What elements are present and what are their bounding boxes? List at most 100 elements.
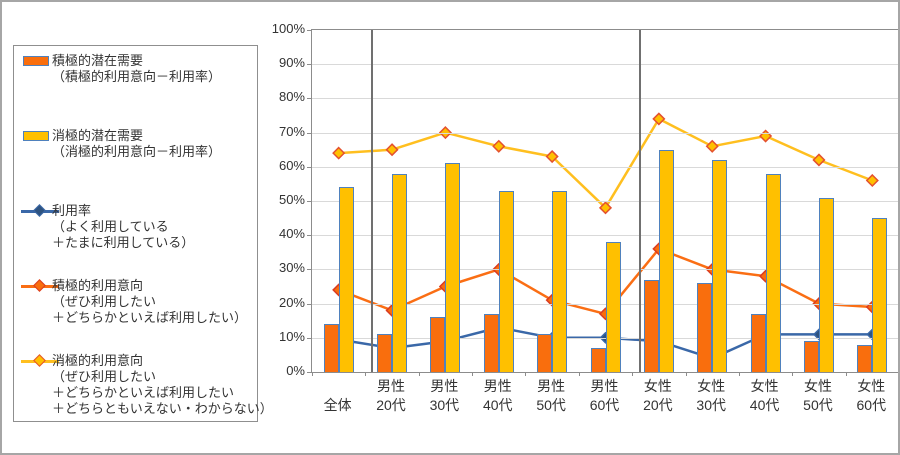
marker-passive-intent-7 — [705, 139, 719, 153]
line-marker-icon — [21, 353, 59, 369]
x-label-line2-4: 50代 — [536, 397, 566, 413]
x-label-line1-2: 男性 — [430, 378, 459, 394]
x-tick-10 — [845, 372, 847, 376]
bar-passive-latent-demand-9 — [818, 197, 834, 372]
y-tick-50% — [307, 201, 312, 202]
marker-passive-intent-5 — [598, 201, 613, 215]
marker-passive-intent-1 — [385, 143, 399, 157]
x-label-line2-5: 60代 — [589, 397, 620, 413]
bar-passive-latent-demand-10 — [872, 218, 888, 372]
legend-diamond-marker — [33, 203, 46, 217]
y-tick-60% — [307, 166, 312, 168]
bar-passive-latent-demand-5 — [605, 242, 621, 372]
legend-item-text-3: 積極的利用意向 （ぜひ利用したい ＋どちらかといえば利用したい） — [52, 278, 247, 326]
y-axis-label-40%: 40% — [278, 226, 305, 242]
line-marker-icon — [21, 278, 59, 294]
y-axis-label-20%: 20% — [278, 294, 305, 310]
legend-text-line-2-1: （よく利用している — [52, 219, 169, 234]
x-label-line2-7: 30代 — [696, 397, 726, 413]
marker-passive-intent-0 — [332, 146, 346, 160]
x-label-line2-1: 20代 — [376, 397, 406, 413]
x-label-line2-0: 全体 — [323, 397, 352, 413]
bar-passive-latent-demand-4 — [552, 190, 568, 372]
legend-text-line-0-1: （積極的利用意向－利用率） — [52, 69, 222, 84]
x-label-line2-3: 40代 — [482, 397, 513, 413]
y-tick-40% — [307, 235, 312, 237]
x-tick-8 — [738, 372, 740, 376]
bar-active-latent-demand-7 — [697, 283, 713, 372]
x-tick-3 — [472, 372, 474, 376]
x-tick-9 — [792, 372, 794, 376]
legend-item-text-2: 利用率 （よく利用している ＋たまに利用している） — [52, 203, 194, 251]
x-category-label-8: 女性 40代 — [725, 377, 805, 415]
legend-text-line-4-2: ＋どちらかといえば利用したい — [52, 385, 235, 400]
y-tick-10% — [307, 337, 312, 339]
bar-active-latent-demand-9 — [803, 341, 819, 372]
y-tick-30% — [307, 269, 312, 271]
bar-passive-latent-demand-3 — [498, 190, 514, 372]
legend-text-line-2-2: ＋たまに利用している） — [52, 235, 195, 250]
bar-passive-latent-demand-7 — [712, 159, 728, 372]
x-category-label-4: 男性 50代 — [511, 377, 591, 415]
x-category-label-5: 男性 60代 — [565, 377, 645, 415]
gridline-20% — [312, 303, 898, 305]
plot-area — [307, 29, 898, 376]
x-label-line2-10: 60代 — [856, 397, 887, 413]
x-label-line1-1: 男性 — [377, 378, 406, 394]
y-axis-label-60%: 60% — [278, 157, 305, 173]
x-tick-2 — [418, 372, 420, 376]
y-axis-label-50%: 50% — [278, 192, 305, 207]
bar-active-latent-demand-3 — [483, 313, 499, 372]
x-label-line1-4: 男性 — [537, 378, 566, 394]
bar-active-latent-demand-4 — [537, 334, 553, 372]
chart-legend: 積極的潜在需要 （積極的利用意向－利用率） 消極的潜在需要 （消極的利用意向－利用率）… — [13, 45, 273, 422]
x-label-line1-5: 男性 — [590, 378, 619, 394]
x-label-line1-7: 女性 — [697, 378, 726, 394]
bar-swatch-icon — [21, 53, 59, 69]
marker-passive-intent-3 — [492, 139, 506, 153]
bar-active-latent-demand-6 — [643, 279, 659, 372]
legend-text-line-4-0: 消極的利用意向 — [52, 353, 144, 368]
marker-passive-intent-4 — [545, 149, 559, 164]
bar-active-latent-demand-0 — [323, 324, 339, 372]
gridline-80% — [312, 98, 898, 100]
y-tick-20% — [307, 303, 312, 305]
x-label-line1-10: 女性 — [857, 378, 886, 394]
x-tick-0 — [312, 372, 313, 376]
x-label-line2-2: 30代 — [429, 397, 460, 413]
legend-item-text-4: 消極的利用意向 （ぜひ利用したい ＋どちらかといえば利用したい ＋どちらともいえない・… — [52, 353, 273, 417]
gridline-10% — [312, 337, 898, 339]
legend-diamond-marker — [33, 278, 46, 292]
legend-text-line-3-2: ＋どちらかといえば利用したい） — [52, 310, 248, 325]
x-label-line1-6: 女性 — [643, 378, 672, 394]
bar-passive-latent-demand-1 — [392, 173, 408, 372]
y-axis-label-100%: 100% — [271, 21, 305, 36]
bar-swatch-icon — [21, 128, 59, 144]
legend-bar-color — [23, 131, 49, 141]
x-tick-7 — [685, 372, 687, 376]
legend-bar-color — [23, 56, 49, 66]
x-category-label-7: 女性 30代 — [671, 377, 751, 415]
legend-text-line-3-0: 積極的利用意向 — [52, 278, 144, 293]
x-category-label-2: 男性 30代 — [404, 377, 484, 415]
bar-passive-latent-demand-0 — [338, 187, 354, 372]
y-tick-80% — [307, 98, 312, 100]
x-category-label-9: 女性 50代 — [778, 377, 858, 415]
y-axis-label-70%: 70% — [278, 123, 305, 139]
legend-text-line-0-0: 積極的潜在需要 — [52, 53, 144, 68]
gridline-60% — [312, 166, 898, 168]
legend-text-line-2-0: 利用率 — [52, 203, 92, 218]
x-tick-4 — [525, 372, 527, 376]
legend-text-line-4-3: ＋どちらともいえない・わからない） — [52, 401, 273, 416]
x-category-label-10: 女性 60代 — [831, 377, 898, 415]
bar-passive-latent-demand-8 — [765, 173, 781, 372]
marker-passive-intent-6 — [652, 112, 666, 126]
y-axis-label-30%: 30% — [278, 260, 305, 276]
gridline-50% — [312, 201, 898, 202]
x-category-label-0: 全体 — [298, 377, 378, 415]
y-axis-label-80%: 80% — [278, 89, 305, 105]
bar-passive-latent-demand-6 — [658, 149, 674, 372]
x-tick-5 — [578, 372, 580, 376]
bar-active-latent-demand-1 — [377, 334, 393, 372]
